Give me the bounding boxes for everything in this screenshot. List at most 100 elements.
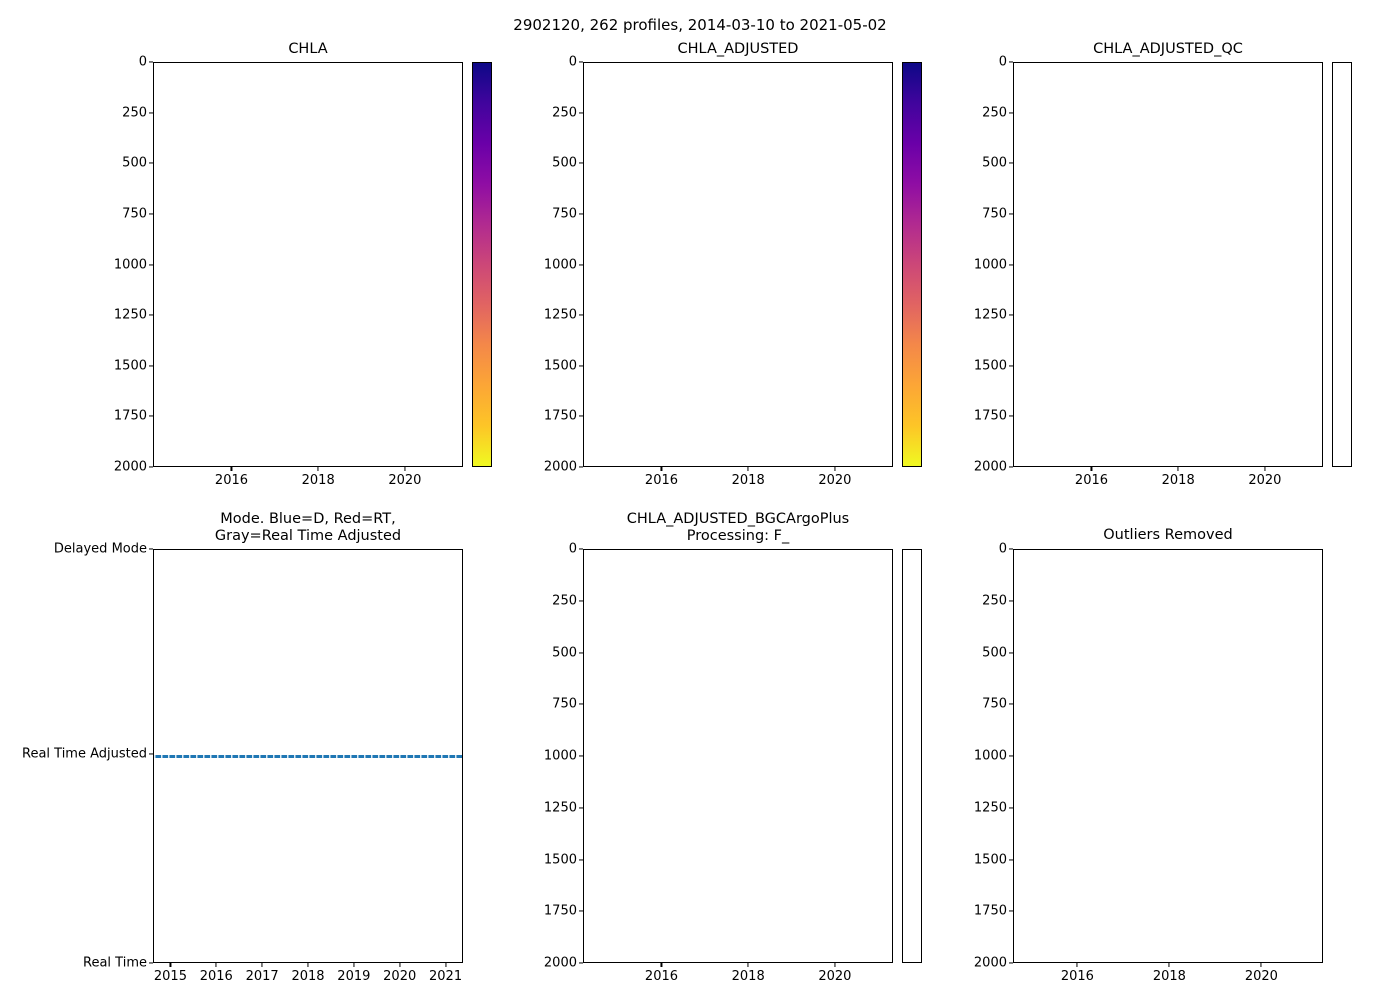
mode-xtick-label: 2021: [429, 969, 463, 984]
panel-title-bgcargoplus-line2: Processing: F_: [686, 528, 790, 544]
chla-adjusted-qc-xtickmark: [1090, 467, 1093, 471]
panel-title-bgcargoplus-line1: CHLA_ADJUSTED_BGCArgoPlus: [626, 511, 850, 527]
mode-xtickmark: [399, 963, 401, 967]
chla-ytick-label: 500: [122, 155, 147, 171]
bgcargoplus-xtick-label: 2020: [818, 969, 852, 984]
outliers-xtickmark: [1168, 963, 1170, 967]
chla-adjusted-ytick-label: 1500: [543, 358, 577, 374]
chla-adjusted-xtick-label: 2018: [731, 473, 765, 488]
outliers-ytick-label: 1250: [973, 800, 1007, 816]
bgcargoplus-xtickmark: [660, 963, 663, 967]
mode-ytick-label: Real Time: [83, 955, 147, 971]
mode-xtickmark: [307, 963, 309, 967]
mode-xtick-label: 2020: [383, 969, 417, 984]
chla-adjusted-ytickmark: [579, 112, 583, 114]
bgcargoplus-ytickmark: [579, 548, 583, 550]
chla-adjusted-xtickmark: [660, 467, 663, 471]
panel-bgcargoplus-heatmap: [583, 549, 893, 963]
chla-adjusted-xtick-label: 2020: [818, 473, 852, 488]
colorbar-qc: [1332, 62, 1352, 467]
outliers-ytick-label: 250: [982, 593, 1007, 609]
bgcargoplus-ytick-label: 250: [552, 593, 577, 609]
mode-xtickmark: [353, 963, 355, 967]
chla-adjusted-ytickmark: [579, 466, 583, 468]
outliers-ytickmark: [1009, 962, 1013, 964]
chla-adjusted-qc-ytickmark: [1009, 314, 1013, 316]
bgcargoplus-ytick-label: 1500: [543, 852, 577, 867]
chla-adjusted-ytick-label: 1250: [543, 307, 577, 323]
panel-chla-heatmap: [153, 62, 463, 467]
chla-adjusted-qc-ytick-label: 750: [982, 206, 1007, 222]
chla-adjusted-ytickmark: [579, 213, 583, 215]
chla-adjusted-qc-xtick-label: 2016: [1074, 473, 1109, 488]
panel-title-chla-adjusted-qc: CHLA_ADJUSTED_QC: [1093, 41, 1243, 57]
chla-adjusted-qc-ytick-label: 1500: [973, 358, 1007, 374]
chla-adjusted-qc-xtick-label: 2018: [1161, 473, 1195, 488]
chla-adjusted-qc-ytick-label: 0: [998, 54, 1007, 70]
outliers-ytickmark: [1009, 548, 1013, 550]
chla-adjusted-qc-ytickmark: [1009, 112, 1013, 114]
colorbar-bgcargoplus: [902, 549, 922, 963]
chla-adjusted-qc-ytickmark: [1009, 213, 1013, 215]
mode-xtick-label: 2015: [153, 969, 187, 984]
bgcargoplus-ytick-label: 500: [552, 645, 577, 660]
chla-ytick-label: 750: [122, 206, 147, 222]
mode-xtickmark: [169, 963, 171, 967]
outliers-ytick-label: 500: [982, 645, 1007, 660]
chla-adjusted-qc-xtickmark: [1177, 467, 1179, 471]
chla-ytickmark: [149, 112, 153, 114]
bgcargoplus-ytick-label: 1000: [543, 748, 577, 764]
mode-xtickmark: [261, 963, 263, 967]
outliers-ytickmark: [1009, 807, 1013, 809]
bgcargoplus-ytick-label: 1750: [543, 903, 577, 919]
chla-adjusted-xtick-label: 2016: [644, 473, 679, 488]
chla-adjusted-qc-ytick-label: 250: [982, 105, 1007, 121]
chla-ytickmark: [149, 314, 153, 316]
mode-ytick-label: Real Time Adjusted: [22, 746, 147, 762]
outliers-ytick-label: 1500: [973, 852, 1007, 867]
bgcargoplus-ytick-label: 1250: [543, 800, 577, 816]
panel-title-mode-line1: Mode. Blue=D, Red=RT,: [220, 511, 396, 527]
bgcargoplus-xtickmark: [834, 963, 836, 967]
colorbar-chla-adjusted: [902, 62, 922, 467]
chla-adjusted-ytickmark: [579, 263, 583, 266]
chla-ytickmark: [149, 466, 153, 468]
bgcargoplus-ytickmark: [579, 962, 583, 964]
outliers-xtick-label: 2020: [1244, 969, 1278, 984]
bgcargoplus-ytickmark: [579, 600, 583, 602]
bgcargoplus-ytick-label: 0: [568, 541, 577, 557]
chla-xtick-label: 2020: [388, 473, 422, 488]
chla-adjusted-qc-ytick-label: 1750: [973, 408, 1007, 424]
chla-xtickmark: [317, 467, 319, 471]
chla-xtick-label: 2018: [301, 473, 335, 488]
outliers-ytickmark: [1009, 755, 1013, 757]
mode-xtick-label: 2018: [291, 969, 325, 984]
chla-ytick-label: 1500: [113, 358, 147, 374]
chla-ytickmark: [149, 365, 153, 367]
chla-adjusted-ytickmark: [579, 365, 583, 367]
chla-ytick-label: 1250: [113, 307, 147, 323]
outliers-ytick-label: 750: [982, 696, 1007, 712]
bgcargoplus-xtick-label: 2016: [644, 969, 679, 984]
chla-xtickmark: [404, 467, 406, 471]
outliers-xtick-label: 2018: [1152, 969, 1186, 984]
mode-ytickmark: [149, 548, 153, 550]
bgcargoplus-ytickmark: [579, 755, 583, 757]
chla-adjusted-ytick-label: 1000: [543, 257, 577, 272]
bgcargoplus-ytick-label: 750: [552, 696, 577, 712]
chla-ytick-label: 250: [122, 105, 147, 121]
chla-ytick-label: 1000: [113, 257, 147, 272]
chla-ytickmark: [149, 415, 153, 417]
chla-adjusted-qc-ytickmark: [1009, 61, 1013, 63]
chla-adjusted-ytick-label: 750: [552, 206, 577, 222]
bgcargoplus-xtickmark: [747, 963, 749, 967]
chla-adjusted-ytick-label: 250: [552, 105, 577, 121]
chla-adjusted-qc-ytickmark: [1009, 263, 1013, 266]
bgcargoplus-ytickmark: [579, 858, 583, 861]
mode-xtickmark: [445, 963, 447, 967]
chla-adjusted-xtickmark: [834, 467, 836, 471]
mode-xtick-label: 2019: [337, 969, 371, 984]
mode-xtickmark: [215, 963, 217, 967]
chla-adjusted-ytick-label: 500: [552, 155, 577, 171]
